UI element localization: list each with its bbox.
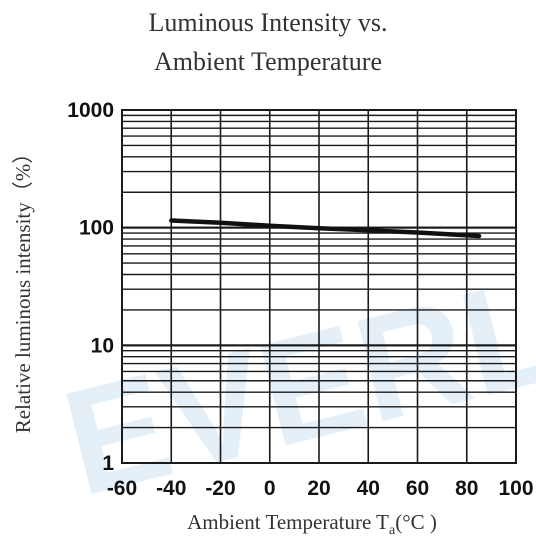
chart-title-line-1: Luminous Intensity vs.: [148, 8, 388, 37]
x-axis-title-subscript: a: [389, 523, 396, 537]
x-tick-label: -40: [156, 477, 186, 500]
y-tick-label: 10: [91, 334, 114, 357]
plot-frame: [121, 109, 517, 464]
y-tick-label: 100: [79, 217, 114, 240]
y-tick-label: 1000: [67, 99, 114, 122]
x-axis-title-text: Ambient Temperature T: [187, 510, 389, 534]
x-tick-label: -20: [205, 477, 235, 500]
x-axis-title-unit: (°C ): [395, 510, 437, 534]
x-tick-label: 80: [455, 477, 478, 500]
x-tick-label: 20: [307, 477, 330, 500]
series-layer: [169, 218, 482, 239]
x-tick-label: 60: [406, 477, 429, 500]
x-tick-label: 0: [264, 477, 276, 500]
x-tick-label: 100: [498, 477, 533, 500]
y-tick-label: 1: [102, 452, 114, 475]
x-tick-label: 40: [357, 477, 380, 500]
tick-labels: -60 -40 -20 0 20 40 60 80 100 1 10 100 1000: [67, 99, 533, 500]
chart-title-line-2: Ambient Temperature: [153, 47, 382, 76]
x-axis-title: Ambient Temperature Ta(°C ): [187, 510, 437, 537]
series-line-0: [169, 218, 482, 239]
x-tick-label: -60: [107, 477, 137, 500]
grid: [121, 109, 517, 464]
y-axis-title: Relative luminous intensity（%）: [11, 143, 35, 433]
